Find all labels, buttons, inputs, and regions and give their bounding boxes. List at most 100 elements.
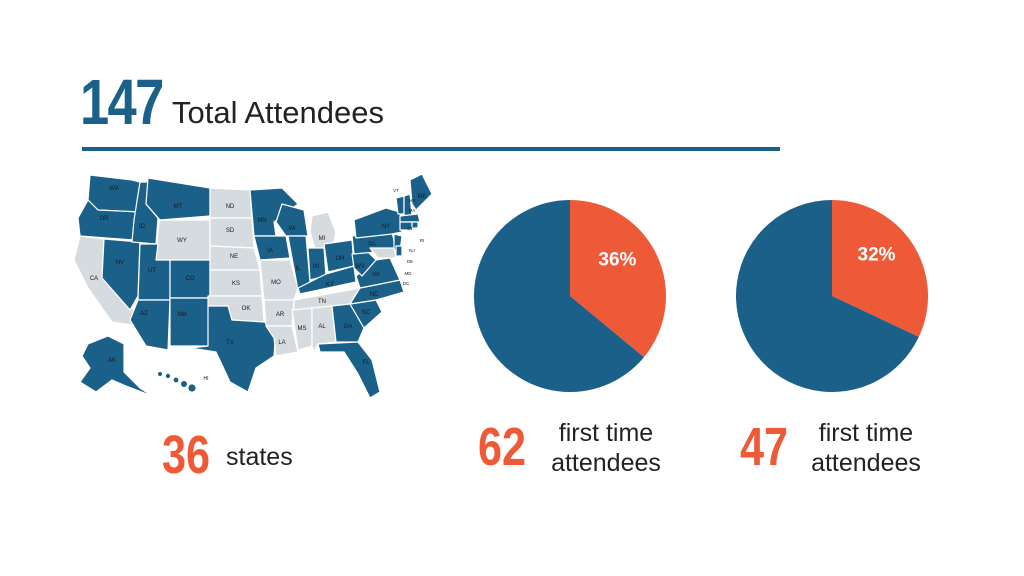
state-label: MN	[257, 218, 266, 224]
state-md	[369, 247, 397, 259]
state-label: MD	[405, 271, 413, 276]
state-label: WA	[109, 186, 118, 192]
total-attendees-label: Total Attendees	[172, 95, 384, 130]
state-label: OK	[242, 306, 251, 312]
state-label: IN	[313, 264, 319, 270]
state-label: CO	[186, 276, 195, 282]
state-label: MO	[271, 280, 281, 286]
stat-label-line: attendees	[811, 449, 921, 477]
us-states-map: WA OR CA NV ID MT WY UT AZ CO NM ND SD N…	[60, 160, 440, 410]
state-label: GA	[344, 324, 353, 330]
state-ky	[297, 265, 357, 295]
state-label: DC	[403, 281, 410, 286]
state-me	[409, 173, 433, 211]
state-label: OH	[336, 256, 345, 262]
state-vt	[395, 195, 405, 215]
state-label: HI	[204, 376, 209, 382]
state-hi	[158, 372, 196, 392]
pie-slice-first-time	[832, 200, 928, 337]
state-tx	[189, 305, 277, 393]
header: 147 Total Attendees	[80, 62, 800, 142]
state-label: WI	[288, 226, 296, 232]
state-label: SC	[362, 310, 371, 316]
first-time-count-1: 62	[478, 417, 527, 477]
state-label: NV	[116, 260, 124, 266]
state-ny	[353, 207, 403, 239]
state-label: KY	[326, 282, 334, 288]
us-map-svg: WA OR CA NV ID MT WY UT AZ CO NM ND SD N…	[73, 173, 433, 399]
state-label: IA	[267, 248, 273, 254]
stat-label-line: attendees	[551, 449, 661, 477]
state-label: UT	[148, 268, 156, 274]
state-label: SD	[226, 228, 235, 234]
first-time-label-1: first time attendees	[544, 418, 668, 478]
state-az	[129, 299, 171, 351]
state-label: AR	[276, 312, 285, 318]
state-labels: WA OR CA NV ID MT WY UT AZ CO NM ND SD N…	[90, 186, 427, 382]
state-label: LA	[278, 340, 285, 346]
state-label: WV	[355, 264, 365, 270]
state-label: TN	[318, 299, 326, 305]
state-nd	[209, 187, 253, 219]
state-label: PA	[368, 242, 376, 248]
state-label: WY	[177, 238, 187, 244]
state-label: DE	[407, 259, 413, 264]
state-wa	[87, 174, 141, 213]
state-label: FL	[362, 360, 370, 366]
state-fl	[317, 341, 381, 399]
state-ia	[253, 235, 291, 261]
state-label: VT	[393, 188, 399, 193]
states-label: states	[226, 443, 293, 471]
stat-label-line: first time	[818, 419, 914, 447]
state-ga	[331, 303, 365, 343]
state-ma	[399, 213, 421, 223]
state-label: NE	[230, 254, 238, 260]
state-label: AK	[108, 358, 116, 364]
state-label: ME	[418, 194, 427, 200]
total-attendees-value: 147	[80, 66, 164, 138]
pie-chart-2: 32%	[732, 196, 932, 396]
state-label: AZ	[140, 311, 148, 317]
state-label: NC	[370, 292, 379, 298]
header-divider	[82, 147, 780, 151]
pie-chart-2-svg: 32%	[736, 200, 928, 392]
state-label: MS	[298, 326, 307, 332]
state-label: ID	[139, 224, 146, 230]
state-label: CA	[90, 276, 98, 282]
state-label: VA	[372, 272, 380, 278]
state-label: TX	[226, 340, 234, 346]
pie-slice-first-time	[570, 200, 666, 358]
state-label: RI	[420, 238, 425, 243]
stat-label-line: first time	[558, 419, 654, 447]
state-ct	[399, 221, 413, 231]
state-label: NM	[177, 312, 186, 318]
first-time-count-2: 47	[740, 417, 789, 477]
first-time-label-2: first time attendees	[804, 418, 928, 478]
pie-slice-returning	[736, 200, 919, 392]
state-label: KS	[232, 281, 240, 287]
state-mt	[145, 177, 211, 221]
states-count: 36	[162, 425, 211, 485]
pie-slice-returning	[474, 200, 644, 392]
state-mo	[259, 259, 299, 301]
pie-slice-label: 36%	[598, 250, 636, 271]
pie-chart-1-svg: 36%	[474, 200, 666, 392]
state-label: NH	[409, 198, 416, 203]
state-label: AL	[318, 324, 326, 330]
state-label: CT	[407, 226, 413, 231]
state-label: ND	[226, 204, 235, 210]
state-label: IL	[295, 266, 301, 272]
state-label: NJ	[409, 248, 415, 253]
state-ri	[411, 221, 419, 229]
state-de	[395, 245, 403, 257]
pie-chart-1: 36%	[470, 196, 670, 396]
state-label: MI	[319, 236, 326, 242]
state-label: MT	[174, 204, 183, 210]
state-ak	[79, 335, 153, 397]
state-label: NY	[382, 224, 390, 230]
state-la	[265, 325, 299, 357]
state-label: OR	[100, 216, 110, 222]
pie-slice-label: 32%	[858, 244, 896, 265]
state-nm	[169, 297, 211, 347]
state-label: MA	[409, 208, 416, 213]
